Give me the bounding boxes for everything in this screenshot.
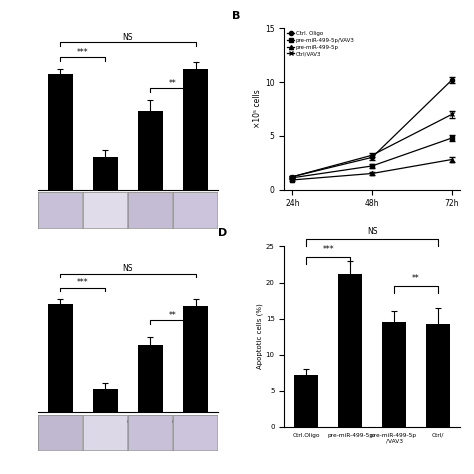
Text: ***: *** <box>77 278 89 287</box>
Text: **: ** <box>412 273 420 283</box>
Bar <box>338 274 362 427</box>
Bar <box>48 304 73 412</box>
Y-axis label: ×10⁵ cells: ×10⁵ cells <box>253 90 262 128</box>
Y-axis label: Apoptotic cells (%): Apoptotic cells (%) <box>256 304 263 369</box>
Text: NS: NS <box>123 33 133 42</box>
Bar <box>93 389 118 412</box>
Bar <box>183 69 208 190</box>
Text: ***: *** <box>322 245 334 254</box>
Bar <box>426 324 450 427</box>
Bar <box>138 111 163 190</box>
Bar <box>183 306 208 412</box>
Bar <box>138 345 163 412</box>
Legend: Ctrl. Oligo, pre-miR-499-5p/VAV3, pre-miR-499-5p, Ctrl/VAV3: Ctrl. Oligo, pre-miR-499-5p/VAV3, pre-mi… <box>287 31 355 56</box>
Text: NS: NS <box>123 264 133 273</box>
Text: **: ** <box>169 311 177 320</box>
Text: NS: NS <box>367 227 377 236</box>
Text: B: B <box>232 11 240 21</box>
Bar <box>294 375 319 427</box>
Text: **: ** <box>169 79 177 88</box>
Text: ***: *** <box>77 48 89 57</box>
Bar <box>48 74 73 190</box>
Text: D: D <box>218 228 227 237</box>
Bar <box>93 157 118 190</box>
Bar <box>382 322 406 427</box>
